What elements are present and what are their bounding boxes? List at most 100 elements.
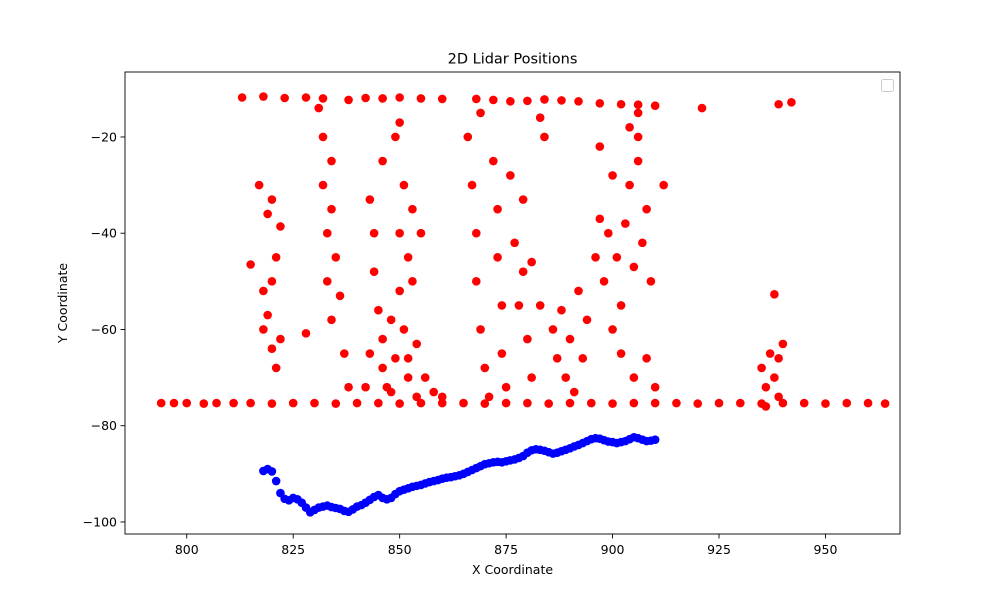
lidar-point	[578, 354, 588, 363]
lidar-point	[344, 95, 353, 105]
lidar-point	[586, 398, 596, 408]
lidar-point	[378, 156, 387, 166]
lidar-point	[565, 398, 575, 408]
lidar-point	[437, 392, 447, 402]
lidar-point	[327, 315, 336, 325]
legend-box	[881, 79, 894, 92]
lidar-point	[608, 399, 617, 408]
y-tick-label: −60	[91, 322, 117, 337]
lidar-point	[352, 398, 362, 408]
lidar-point	[212, 398, 221, 408]
lidar-point	[169, 398, 179, 408]
x-axis-label: X Coordinate	[472, 562, 553, 577]
lidar-point	[386, 387, 396, 397]
lidar-point	[463, 132, 473, 142]
lidar-point	[557, 96, 566, 105]
lidar-point	[472, 277, 481, 286]
trajectory-point	[271, 476, 281, 486]
lidar-point	[523, 96, 532, 106]
lidar-point	[595, 214, 605, 224]
lidar-point	[778, 339, 788, 349]
lidar-point	[395, 118, 404, 127]
lidar-point	[310, 398, 319, 408]
lidar-point	[476, 325, 485, 334]
lidar-point	[237, 93, 247, 102]
lidar-point	[569, 387, 579, 397]
lidar-point	[608, 325, 617, 334]
lidar-point	[467, 180, 477, 190]
lidar-point	[595, 142, 605, 151]
trajectory-point	[267, 467, 277, 476]
lidar-point	[642, 354, 651, 363]
lidar-point	[386, 315, 396, 325]
lidar-point	[254, 180, 264, 190]
lidar-point	[540, 95, 549, 104]
lidar-point	[331, 252, 341, 262]
lidar-point	[437, 94, 447, 104]
lidar-point	[327, 156, 336, 166]
lidar-point	[497, 349, 507, 358]
lidar-point	[246, 398, 255, 408]
lidar-point	[625, 180, 634, 190]
lidar-point	[361, 93, 370, 103]
lidar-point	[267, 399, 277, 408]
lidar-point	[374, 398, 383, 408]
lidar-point	[518, 195, 528, 204]
lidar-point	[412, 339, 421, 349]
lidar-point	[395, 399, 404, 408]
lidar-point	[506, 171, 515, 180]
lidar-point	[650, 398, 660, 408]
lidar-point	[621, 219, 630, 228]
lidar-point	[182, 398, 192, 408]
lidar-point	[821, 399, 830, 408]
x-tick-label: 900	[601, 542, 625, 557]
lidar-point	[416, 398, 426, 408]
lidar-point	[535, 301, 545, 310]
lidar-point	[301, 93, 311, 102]
lidar-point	[399, 180, 409, 190]
lidar-point	[259, 92, 268, 101]
y-axis-ticks: −100 −80 −60 −40 −20	[83, 129, 125, 529]
lidar-point	[574, 97, 583, 106]
lidar-point	[276, 334, 285, 344]
lidar-point	[599, 277, 609, 286]
lidar-point	[501, 382, 511, 392]
lidar-point	[552, 354, 562, 363]
lidar-point	[770, 290, 779, 299]
lidar-point	[335, 291, 345, 301]
lidar-point	[395, 286, 404, 296]
y-tick-label: −20	[91, 129, 117, 144]
lidar-point	[271, 252, 281, 262]
lidar-point	[280, 93, 289, 103]
lidar-point	[267, 195, 277, 204]
lidar-point	[497, 301, 507, 310]
lidar-point	[616, 301, 626, 310]
lidar-point	[480, 363, 490, 373]
lidar-point	[501, 398, 511, 408]
plot-frame	[124, 71, 901, 535]
lidar-point	[318, 180, 328, 190]
x-tick-label: 850	[388, 542, 412, 557]
lidar-point	[518, 267, 528, 277]
lidar-point	[369, 267, 379, 277]
lidar-point	[633, 132, 643, 142]
lidar-point	[778, 398, 788, 408]
lidar-point	[774, 99, 783, 109]
lidar-point	[633, 100, 643, 110]
lidar-point	[523, 334, 532, 344]
lidar-point	[314, 103, 324, 113]
chart-title: 2D Lidar Positions	[448, 52, 578, 68]
x-axis-ticks: 800 825 850 875 900 925 950	[175, 534, 837, 557]
lidar-point	[514, 301, 524, 310]
lidar-point	[765, 349, 775, 358]
lidar-point	[271, 363, 281, 373]
lidar-point	[322, 277, 332, 286]
lidar-point	[863, 398, 873, 408]
lidar-point	[395, 93, 404, 102]
lidar-point	[527, 373, 536, 382]
lidar-point	[459, 398, 468, 408]
lidar-point	[416, 228, 426, 238]
lidar-point	[399, 325, 409, 334]
lidar-point	[770, 373, 779, 382]
